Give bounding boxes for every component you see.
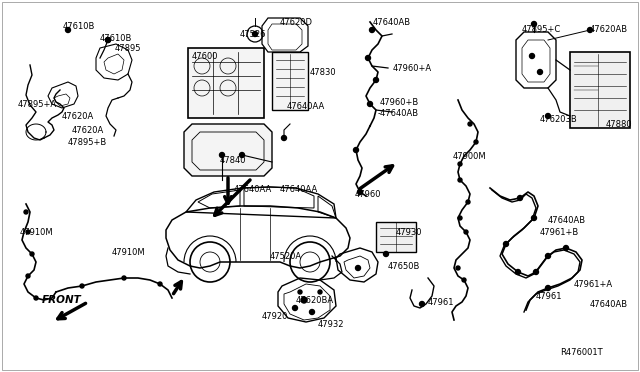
Text: 47961: 47961 — [536, 292, 563, 301]
Circle shape — [24, 210, 28, 214]
Text: 47610B: 47610B — [100, 34, 132, 43]
Circle shape — [531, 22, 536, 26]
Circle shape — [588, 28, 593, 32]
Circle shape — [464, 230, 468, 234]
Circle shape — [374, 77, 378, 83]
Circle shape — [369, 28, 374, 32]
Circle shape — [310, 310, 314, 314]
Text: 47830: 47830 — [310, 68, 337, 77]
Polygon shape — [570, 52, 630, 128]
Circle shape — [518, 196, 522, 201]
Text: 47640AB: 47640AB — [590, 300, 628, 309]
Circle shape — [26, 230, 30, 234]
Text: 47930: 47930 — [396, 228, 422, 237]
Circle shape — [515, 269, 520, 275]
Circle shape — [365, 55, 371, 61]
Circle shape — [456, 266, 460, 270]
Circle shape — [468, 122, 472, 126]
Circle shape — [545, 253, 550, 259]
Text: 476203B: 476203B — [540, 115, 578, 124]
Circle shape — [301, 297, 307, 303]
Text: 47920: 47920 — [262, 312, 289, 321]
Circle shape — [34, 296, 38, 300]
Text: 47620A: 47620A — [62, 112, 94, 121]
Circle shape — [106, 38, 111, 42]
Circle shape — [367, 102, 372, 106]
Text: 47910M: 47910M — [20, 228, 54, 237]
Circle shape — [353, 148, 358, 153]
Circle shape — [220, 153, 225, 157]
Text: 47961+B: 47961+B — [540, 228, 579, 237]
Text: -47640AB: -47640AB — [378, 109, 419, 118]
Circle shape — [462, 278, 466, 282]
Text: 47895+C: 47895+C — [522, 25, 561, 34]
Circle shape — [65, 28, 70, 32]
Text: 47526: 47526 — [240, 30, 266, 39]
Polygon shape — [188, 48, 264, 118]
Text: 47895+B: 47895+B — [68, 138, 108, 147]
Text: 47961+A: 47961+A — [574, 280, 613, 289]
Text: 47960+A: 47960+A — [393, 64, 432, 73]
Circle shape — [474, 140, 478, 144]
Circle shape — [298, 290, 302, 294]
Circle shape — [458, 216, 462, 220]
Text: 47620D: 47620D — [280, 18, 313, 27]
Circle shape — [358, 189, 362, 195]
Circle shape — [253, 32, 257, 36]
Circle shape — [318, 290, 322, 294]
Circle shape — [458, 162, 462, 166]
Text: 47650B: 47650B — [388, 262, 420, 271]
Text: 47520A: 47520A — [270, 252, 302, 261]
Circle shape — [158, 282, 162, 286]
Circle shape — [458, 178, 462, 182]
Text: 47640AB: 47640AB — [373, 18, 411, 27]
Circle shape — [122, 276, 126, 280]
Text: 47620BA: 47620BA — [296, 296, 334, 305]
Circle shape — [106, 38, 111, 42]
Circle shape — [538, 70, 543, 74]
Text: 47640AB: 47640AB — [548, 216, 586, 225]
Circle shape — [531, 215, 536, 221]
Text: 47960+B: 47960+B — [380, 98, 419, 107]
Circle shape — [26, 274, 30, 278]
Polygon shape — [272, 52, 308, 110]
Circle shape — [466, 200, 470, 204]
Text: 47961: 47961 — [428, 298, 454, 307]
Text: 47900M: 47900M — [453, 152, 486, 161]
Circle shape — [529, 54, 534, 58]
Circle shape — [563, 246, 568, 250]
Circle shape — [504, 241, 509, 247]
Text: FRONT: FRONT — [42, 295, 82, 305]
Circle shape — [239, 153, 244, 157]
Text: 47880: 47880 — [606, 120, 632, 129]
Text: 47960: 47960 — [355, 190, 381, 199]
Circle shape — [30, 252, 34, 256]
Circle shape — [355, 266, 360, 270]
Text: 47640AA: 47640AA — [280, 185, 318, 194]
Text: 47610B: 47610B — [63, 22, 95, 31]
Polygon shape — [376, 222, 416, 252]
Text: 47840: 47840 — [220, 156, 246, 165]
Text: 47932: 47932 — [318, 320, 344, 329]
Circle shape — [545, 113, 550, 119]
Text: 47640AA: 47640AA — [234, 185, 272, 194]
Circle shape — [545, 285, 550, 291]
Circle shape — [534, 269, 538, 275]
Circle shape — [80, 284, 84, 288]
Text: 47600: 47600 — [192, 52, 218, 61]
Text: R476001T: R476001T — [560, 348, 603, 357]
Polygon shape — [184, 124, 272, 176]
Circle shape — [282, 135, 287, 141]
Circle shape — [292, 305, 298, 311]
Circle shape — [383, 251, 388, 257]
Circle shape — [419, 301, 424, 307]
Text: 47895: 47895 — [115, 44, 141, 53]
Text: 47640AA: 47640AA — [287, 102, 325, 111]
Text: 47895+A: 47895+A — [18, 100, 57, 109]
Text: 47910M: 47910M — [112, 248, 146, 257]
Text: 47620AB: 47620AB — [590, 25, 628, 34]
Text: 47620A: 47620A — [72, 126, 104, 135]
